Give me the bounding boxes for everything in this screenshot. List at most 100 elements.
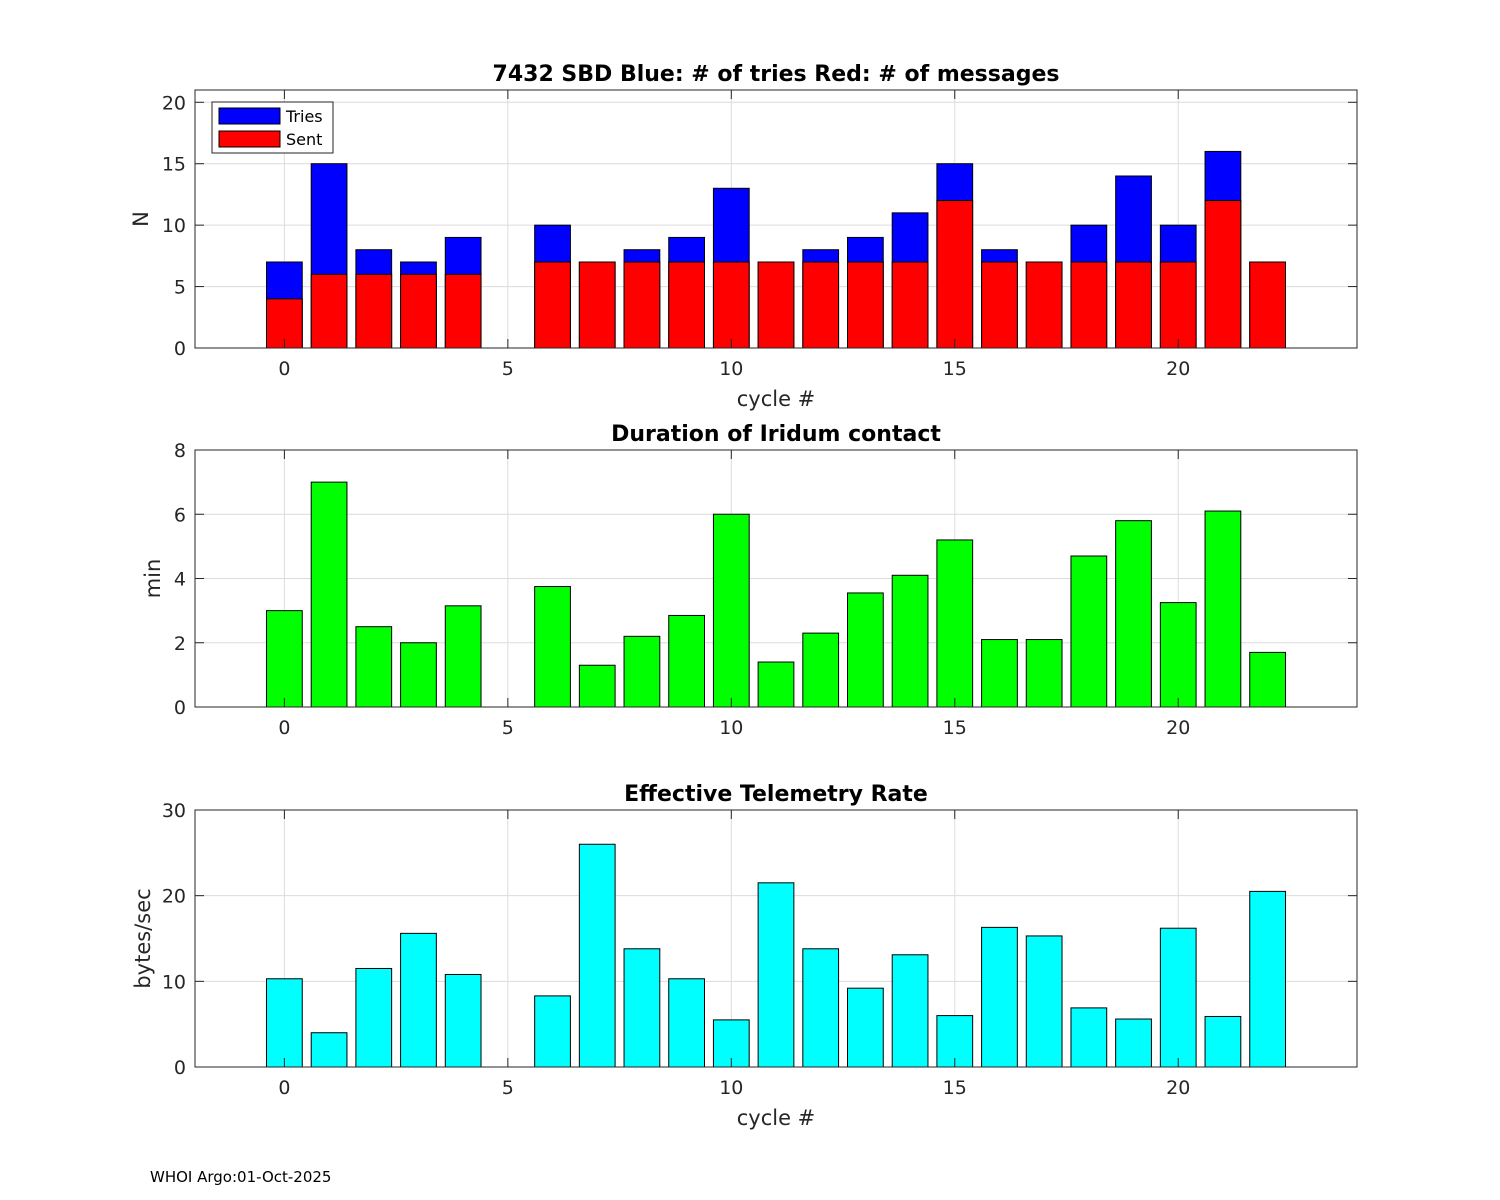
y-axis-label: bytes/sec xyxy=(131,888,155,988)
y-tick-label: 0 xyxy=(174,338,186,360)
chart-title: Effective Telemetry Rate xyxy=(624,782,928,807)
bar-duration-cycle-21 xyxy=(1204,510,1242,708)
axes-frame xyxy=(194,89,1358,349)
y-tick-label: 10 xyxy=(162,215,186,237)
bar-rate-cycle-3 xyxy=(400,932,437,1068)
legend-swatch-sent xyxy=(218,130,281,148)
bar-sent-cycle-14 xyxy=(891,261,929,349)
bar-duration-cycle-20 xyxy=(1159,602,1197,708)
y-tick-label: 15 xyxy=(162,154,186,176)
bar-duration-cycle-14 xyxy=(891,574,929,708)
bar-sent-cycle-17 xyxy=(1025,261,1063,349)
bar-sent-cycle-3 xyxy=(400,273,437,349)
bar-rate-cycle-8 xyxy=(623,948,661,1068)
y-tick-label: 0 xyxy=(174,697,186,719)
bar-duration-cycle-2 xyxy=(355,626,393,708)
bar-rate-cycle-4 xyxy=(444,973,482,1068)
legend: Tries Sent xyxy=(211,101,334,154)
bar-sent-cycle-15 xyxy=(936,200,974,349)
x-tick-label: 0 xyxy=(278,1077,290,1099)
bar-sent-cycle-11 xyxy=(757,261,795,349)
bar-rate-cycle-20 xyxy=(1159,927,1197,1068)
bar-duration-cycle-15 xyxy=(936,539,974,708)
y-tick-label: 6 xyxy=(174,504,186,526)
x-axis-label: cycle # xyxy=(737,387,816,411)
bar-duration-cycle-12 xyxy=(802,632,840,708)
bar-sent-cycle-10 xyxy=(712,261,750,349)
bar-duration-cycle-22 xyxy=(1249,651,1286,708)
y-tick-label: 30 xyxy=(162,800,186,822)
x-tick-label: 20 xyxy=(1166,1077,1190,1099)
bar-duration-cycle-4 xyxy=(444,605,482,708)
bar-rate-cycle-13 xyxy=(847,987,884,1068)
y-axis-label: N xyxy=(129,211,153,227)
y-tick-label: 4 xyxy=(174,569,186,591)
bar-rate-cycle-22 xyxy=(1249,890,1286,1068)
bar-duration-cycle-3 xyxy=(400,642,437,708)
bar-duration-cycle-6 xyxy=(534,586,571,708)
axes-frame xyxy=(194,809,1358,1068)
x-tick-label: 0 xyxy=(278,358,290,380)
chart-title: Duration of Iridum contact xyxy=(611,422,941,447)
bar-sent-cycle-13 xyxy=(847,261,884,349)
bar-sent-cycle-16 xyxy=(981,261,1018,349)
x-tick-label: 5 xyxy=(502,1077,514,1099)
y-tick-label: 0 xyxy=(174,1057,186,1079)
bar-duration-cycle-9 xyxy=(668,614,705,708)
y-tick-label: 10 xyxy=(162,971,186,993)
bar-duration-cycle-1 xyxy=(310,481,348,708)
y-tick-label: 20 xyxy=(162,92,186,114)
bar-rate-cycle-0 xyxy=(266,978,303,1068)
bar-duration-cycle-17 xyxy=(1025,639,1063,708)
iridium-contact-duration-chart: 0 5 10 15 20 0 2 4 6 8 Duration of Iridum contact m… xyxy=(141,422,1358,739)
x-tick-label: 10 xyxy=(719,1077,743,1099)
y-tick-label: 20 xyxy=(162,886,186,908)
sbd-tries-messages-chart: 0 5 10 15 20 0 5 10 15 20 7432 SBD Blue: # of trie… xyxy=(129,62,1358,411)
bar-rate-cycle-19 xyxy=(1115,1018,1152,1068)
y-tick-label: 5 xyxy=(174,277,186,299)
bar-rate-cycle-16 xyxy=(981,926,1018,1068)
bar-rate-cycle-1 xyxy=(310,1032,348,1068)
telemetry-rate-chart: 0 5 10 15 20 0 10 20 30 Effective Telemetry Rate c… xyxy=(131,782,1358,1130)
bar-sent-cycle-1 xyxy=(310,273,348,349)
y-tick-label: 8 xyxy=(174,440,186,462)
bar-sent-cycle-8 xyxy=(623,261,661,349)
x-tick-label: 5 xyxy=(502,358,514,380)
bar-rate-cycle-14 xyxy=(891,954,929,1068)
bar-sent-cycle-4 xyxy=(444,273,482,349)
bar-sent-cycle-12 xyxy=(802,261,840,349)
bar-rate-cycle-18 xyxy=(1070,1007,1108,1068)
x-tick-label: 15 xyxy=(943,717,967,739)
x-tick-label: 10 xyxy=(719,358,743,380)
x-tick-label: 0 xyxy=(278,717,290,739)
x-tick-label: 20 xyxy=(1166,358,1190,380)
bar-rate-cycle-11 xyxy=(757,882,795,1068)
x-tick-label: 10 xyxy=(719,717,743,739)
bar-rate-cycle-12 xyxy=(802,948,840,1068)
bar-duration-cycle-10 xyxy=(712,513,750,708)
bar-sent-cycle-19 xyxy=(1115,261,1152,349)
chart-title: 7432 SBD Blue: # of tries Red: # of mess… xyxy=(493,62,1060,87)
bar-rate-cycle-21 xyxy=(1204,1015,1242,1068)
bar-rate-cycle-2 xyxy=(355,967,393,1068)
x-tick-label: 20 xyxy=(1166,717,1190,739)
bar-sent-cycle-20 xyxy=(1159,261,1197,349)
bar-sent-cycle-9 xyxy=(668,261,705,349)
bar-duration-cycle-16 xyxy=(981,639,1018,708)
x-tick-label: 5 xyxy=(502,717,514,739)
bar-sent-cycle-21 xyxy=(1204,200,1242,349)
y-tick-label: 2 xyxy=(174,633,186,655)
bar-rate-cycle-6 xyxy=(534,995,571,1068)
bar-sent-cycle-7 xyxy=(578,261,616,349)
legend-label-tries: Tries xyxy=(285,107,323,126)
footer-stamp: WHOI Argo:01-Oct-2025 xyxy=(150,1168,331,1186)
bar-duration-cycle-0 xyxy=(266,610,303,708)
bar-duration-cycle-19 xyxy=(1115,520,1152,708)
bar-duration-cycle-8 xyxy=(623,635,661,708)
legend-swatch-tries xyxy=(218,107,281,125)
bar-rate-cycle-17 xyxy=(1025,935,1063,1068)
bar-sent-cycle-6 xyxy=(534,261,571,349)
bar-duration-cycle-11 xyxy=(757,661,795,708)
bar-sent-cycle-2 xyxy=(355,273,393,349)
bar-sent-cycle-22 xyxy=(1249,261,1286,349)
